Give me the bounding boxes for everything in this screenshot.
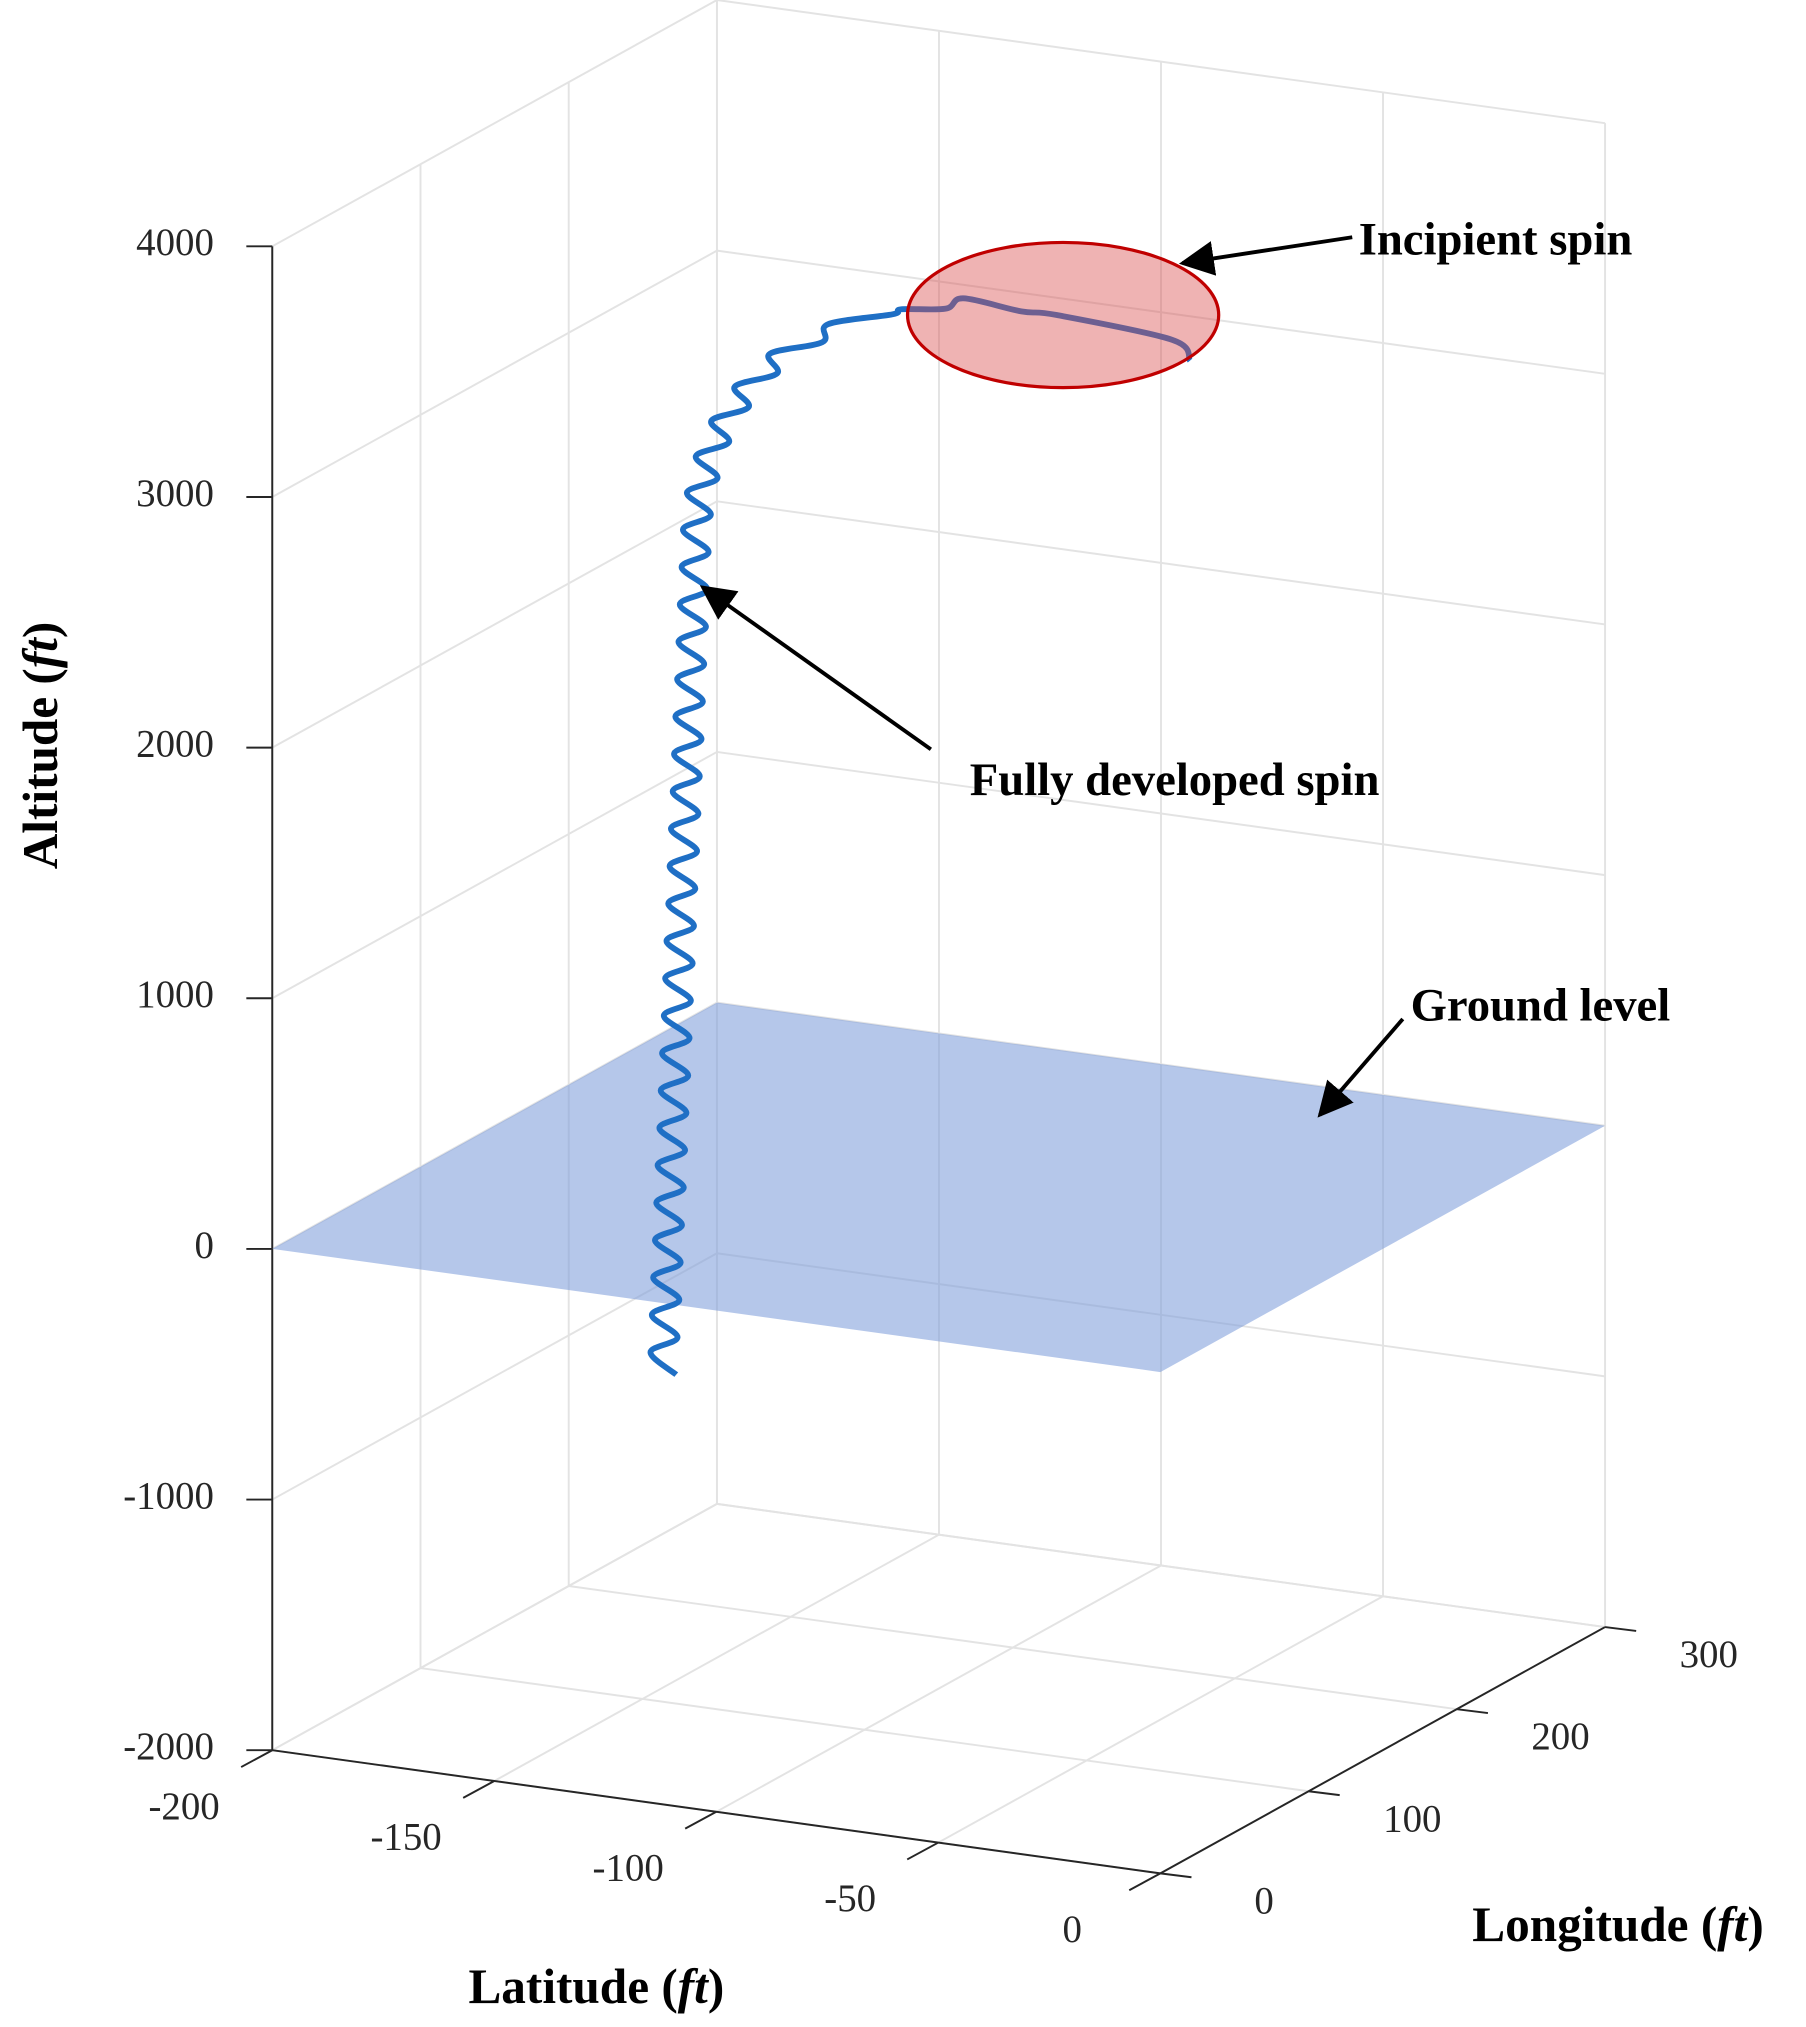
x-tick	[906, 1841, 939, 1861]
y-tick-label: 100	[1383, 1797, 1441, 1840]
x-tick	[240, 1749, 273, 1768]
z-tick-label: 3000	[136, 472, 214, 515]
y-tick	[1160, 1872, 1192, 1879]
axes: -2000-100001000200030004000-200-150-100-…	[13, 221, 1764, 2014]
x-axis-label: Latitude (ft)	[468, 1959, 724, 2014]
grid-line	[493, 1533, 940, 1782]
y-tick	[1604, 1626, 1637, 1632]
y-axis-label: Longitude (ft)	[1472, 1897, 1763, 1952]
y-tick	[1308, 1790, 1340, 1797]
plot-area	[272, 295, 1606, 1377]
x-tick-label: -150	[370, 1816, 441, 1859]
grid-line	[715, 1564, 1162, 1813]
grid-line	[420, 1667, 1309, 1793]
z-tick-label: 0	[194, 1224, 213, 1267]
grid-line	[271, 751, 718, 1000]
grid-line	[271, 249, 718, 498]
x-tick-label: -50	[824, 1877, 876, 1920]
y-tick-label: 0	[1254, 1879, 1273, 1922]
grid-line	[271, 500, 718, 749]
z-tick-label: 4000	[136, 221, 214, 264]
ground-plane	[272, 1002, 1606, 1373]
annotation-label: Incipient spin	[1359, 213, 1633, 265]
x-tick-label: -200	[148, 1785, 219, 1828]
grid-line	[716, 1502, 1606, 1629]
grid-line	[271, 0, 718, 248]
incipient-highlight	[905, 240, 1221, 390]
grid-line	[716, 0, 1606, 125]
z-tick-label: -1000	[123, 1474, 214, 1517]
annotation-arrow	[1178, 235, 1353, 276]
x-tick-label: -100	[593, 1846, 664, 1889]
z-tick-label: 2000	[136, 723, 214, 766]
grid-line	[716, 249, 1606, 375]
z-tick-label: -2000	[123, 1725, 214, 1768]
y-axis-line	[1159, 1626, 1606, 1875]
z-tick-label: 1000	[136, 973, 214, 1016]
x-tick	[684, 1810, 717, 1830]
x-tick	[462, 1780, 495, 1799]
annotation-label: Ground level	[1411, 980, 1671, 1032]
grid-line	[568, 1585, 1457, 1711]
y-tick	[1456, 1708, 1489, 1715]
annotations: Incipient spin Fully developed spin Ground…	[699, 213, 1671, 1118]
grid-line	[937, 1595, 1384, 1844]
y-tick-label: 200	[1531, 1715, 1589, 1758]
annotation-label: Fully developed spin	[970, 754, 1380, 806]
annotation-arrow	[1317, 1017, 1405, 1118]
grid-line	[716, 750, 1606, 877]
y-tick-label: 300	[1680, 1633, 1738, 1676]
x-tick	[1128, 1872, 1161, 1892]
annotation-arrow	[699, 585, 933, 751]
x-tick-label: 0	[1062, 1908, 1081, 1951]
grid-line	[716, 500, 1606, 626]
z-axis-label: Altitude (ft)	[13, 622, 68, 870]
grid-line	[271, 1503, 718, 1752]
trajectory-line	[647, 295, 1193, 1377]
